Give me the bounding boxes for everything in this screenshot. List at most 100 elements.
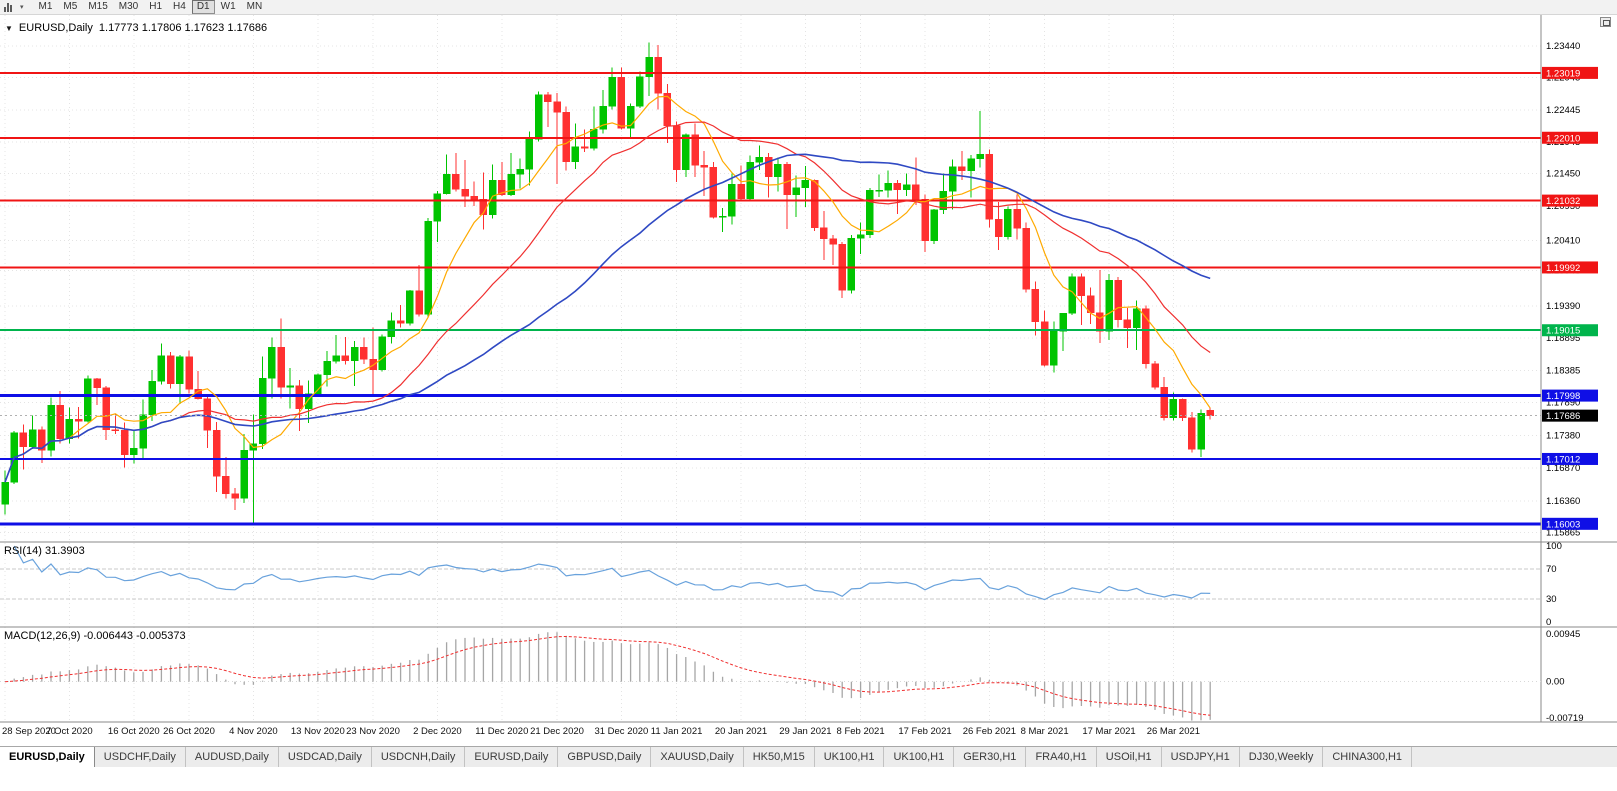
chart-tab-dj30-weekly[interactable]: DJ30,Weekly bbox=[1239, 747, 1324, 767]
svg-text:8 Mar 2021: 8 Mar 2021 bbox=[1021, 726, 1069, 737]
timeframe-button-h1[interactable]: H1 bbox=[149, 1, 163, 12]
macd-signal-line bbox=[4, 635, 1211, 716]
chart-tab-hk50-m15[interactable]: HK50,M15 bbox=[743, 747, 815, 767]
svg-text:7 Oct 2020: 7 Oct 2020 bbox=[46, 726, 92, 737]
svg-text:1.17012: 1.17012 bbox=[1546, 454, 1580, 465]
chart-tab-audusd-daily[interactable]: AUDUSD,Daily bbox=[185, 747, 279, 767]
horizontal-lines-layer[interactable] bbox=[0, 71, 1541, 526]
svg-text:0: 0 bbox=[1546, 617, 1551, 628]
svg-text:28 Sep 2020: 28 Sep 2020 bbox=[2, 726, 56, 737]
chart-tab-usdjpy-h1[interactable]: USDJPY,H1 bbox=[1161, 747, 1240, 767]
svg-text:1.21032: 1.21032 bbox=[1546, 196, 1580, 207]
timeframe-button-mn[interactable]: MN bbox=[246, 1, 263, 12]
rsi-line bbox=[13, 545, 1211, 601]
svg-text:2 Dec 2020: 2 Dec 2020 bbox=[413, 726, 462, 737]
timeframe-button-m5[interactable]: M5 bbox=[63, 1, 78, 12]
pane-separators bbox=[0, 15, 1617, 723]
svg-text:17 Mar 2021: 17 Mar 2021 bbox=[1082, 726, 1135, 737]
svg-text:1.17686: 1.17686 bbox=[1546, 411, 1580, 422]
chart-tab-china300-h1[interactable]: CHINA300,H1 bbox=[1323, 747, 1413, 767]
svg-text:1.17890: 1.17890 bbox=[1546, 398, 1580, 409]
svg-text:1.18895: 1.18895 bbox=[1546, 333, 1580, 344]
svg-text:1.18385: 1.18385 bbox=[1546, 366, 1580, 377]
svg-text:11 Jan 2021: 11 Jan 2021 bbox=[651, 726, 703, 737]
chart-tab-usdcnh-daily[interactable]: USDCNH,Daily bbox=[371, 747, 466, 767]
timeframe-button-d1[interactable]: D1 bbox=[191, 0, 215, 14]
rsi-pane: 100 70 30 0 RSI(14) 31.3903 bbox=[0, 541, 1562, 628]
macd-histogram bbox=[13, 632, 1211, 721]
chart-tab-gbpusd-daily[interactable]: GBPUSD,Daily bbox=[558, 747, 652, 767]
symbol-info: ▼ EURUSD,Daily 1.17773 1.17806 1.17623 1… bbox=[5, 22, 267, 34]
chart-tab-fra40-h1[interactable]: FRA40,H1 bbox=[1026, 747, 1097, 767]
timeframe-button-w1[interactable]: W1 bbox=[220, 1, 236, 12]
svg-text:1.17998: 1.17998 bbox=[1546, 391, 1580, 402]
candles-layer bbox=[1, 42, 1214, 523]
svg-text:1.22445: 1.22445 bbox=[1546, 105, 1580, 116]
chart-tab-eurusd-daily[interactable]: EURUSD,Daily bbox=[465, 747, 559, 767]
timeframe-button-m1[interactable]: M1 bbox=[38, 1, 53, 12]
svg-text:1.22010: 1.22010 bbox=[1546, 133, 1580, 144]
svg-text:21 Dec 2020: 21 Dec 2020 bbox=[530, 726, 584, 737]
svg-text:0.00: 0.00 bbox=[1546, 677, 1565, 688]
chart-symbol-icon: ▼ bbox=[5, 23, 13, 33]
dropdown-caret-icon[interactable]: ▾ bbox=[20, 3, 24, 11]
svg-text:1.23440: 1.23440 bbox=[1546, 41, 1580, 52]
symbol-ohlc: 1.17773 1.17806 1.17623 1.17686 bbox=[98, 22, 268, 34]
price-line-labels[interactable]: 1.23019 1.22010 1.21032 1.19992 1.19015 1.179… bbox=[1542, 66, 1598, 530]
grid-layer bbox=[0, 15, 1541, 722]
timeframe-buttons: M1 M5 M15 M30 H1 H4 D1 W1 MN bbox=[34, 0, 268, 14]
svg-text:23 Nov 2020: 23 Nov 2020 bbox=[346, 726, 400, 737]
chart-tab-usoil-h1[interactable]: USOil,H1 bbox=[1096, 747, 1162, 767]
svg-text:1.16360: 1.16360 bbox=[1546, 496, 1580, 507]
svg-text:1.19390: 1.19390 bbox=[1546, 301, 1580, 312]
svg-text:1.16003: 1.16003 bbox=[1546, 519, 1580, 530]
symbol-title: EURUSD,Daily bbox=[18, 22, 93, 34]
bottom-strip bbox=[0, 767, 1617, 791]
svg-text:11 Dec 2020: 11 Dec 2020 bbox=[475, 726, 528, 737]
svg-text:0.00945: 0.00945 bbox=[1546, 629, 1580, 640]
svg-text:1.20410: 1.20410 bbox=[1546, 236, 1580, 247]
svg-text:30: 30 bbox=[1546, 594, 1557, 605]
timeframe-button-m15[interactable]: M15 bbox=[88, 1, 108, 12]
chart-restore-button[interactable] bbox=[1600, 17, 1611, 27]
svg-text:8 Feb 2021: 8 Feb 2021 bbox=[837, 726, 885, 737]
svg-text:100: 100 bbox=[1546, 541, 1562, 552]
svg-text:13 Nov 2020: 13 Nov 2020 bbox=[291, 726, 345, 737]
macd-pane: 0.00945 0.00 -0.00719 MACD(12,26,9) -0.0064… bbox=[0, 629, 1584, 724]
timeframe-button-h4[interactable]: H4 bbox=[173, 1, 186, 12]
svg-text:1.19015: 1.19015 bbox=[1546, 326, 1580, 337]
svg-text:26 Feb 2021: 26 Feb 2021 bbox=[963, 726, 1016, 737]
timeframe-button-m30[interactable]: M30 bbox=[118, 1, 139, 12]
svg-text:17 Feb 2021: 17 Feb 2021 bbox=[898, 726, 951, 737]
chart-tab-usdcad-daily[interactable]: USDCAD,Daily bbox=[278, 747, 372, 767]
chart-tabbar: EURUSD,Daily USDCHF,Daily AUDUSD,Daily USDC… bbox=[0, 746, 1617, 767]
svg-text:4 Nov 2020: 4 Nov 2020 bbox=[229, 726, 278, 737]
chart-tab-uk100-h1[interactable]: UK100,H1 bbox=[884, 747, 955, 767]
svg-text:1.21450: 1.21450 bbox=[1546, 169, 1580, 180]
macd-header: MACD(12,26,9) -0.006443 -0.005373 bbox=[4, 630, 186, 642]
svg-text:29 Jan 2021: 29 Jan 2021 bbox=[779, 726, 831, 737]
svg-text:20 Jan 2021: 20 Jan 2021 bbox=[715, 726, 767, 737]
chart-window: 1.234401.229451.224451.219451.214501.209… bbox=[0, 15, 1617, 746]
timeframe-toolbar: ▾ M1 M5 M15 M30 H1 H4 D1 W1 MN bbox=[0, 0, 1617, 15]
chart-tab-eurusd-daily[interactable]: EURUSD,Daily bbox=[0, 747, 95, 767]
chart-tab-xauusd-daily[interactable]: XAUUSD,Daily bbox=[651, 747, 744, 767]
svg-text:1.17380: 1.17380 bbox=[1546, 430, 1580, 441]
chart-tab-uk100-h1[interactable]: UK100,H1 bbox=[814, 747, 885, 767]
chart-type-icon[interactable] bbox=[4, 2, 17, 12]
svg-text:70: 70 bbox=[1546, 564, 1557, 575]
svg-text:31 Dec 2020: 31 Dec 2020 bbox=[594, 726, 648, 737]
svg-text:16 Oct 2020: 16 Oct 2020 bbox=[108, 726, 160, 737]
svg-text:26 Mar 2021: 26 Mar 2021 bbox=[1147, 726, 1200, 737]
chart-tab-ger30-h1[interactable]: GER30,H1 bbox=[954, 747, 1027, 767]
svg-text:1.16870: 1.16870 bbox=[1546, 463, 1580, 474]
svg-text:1.23019: 1.23019 bbox=[1546, 68, 1580, 79]
svg-text:1.19992: 1.19992 bbox=[1546, 263, 1580, 274]
rsi-header: RSI(14) 31.3903 bbox=[4, 545, 85, 557]
chart-tab-usdchf-daily[interactable]: USDCHF,Daily bbox=[94, 747, 186, 767]
svg-text:1.15865: 1.15865 bbox=[1546, 528, 1580, 539]
svg-text:26 Oct 2020: 26 Oct 2020 bbox=[163, 726, 215, 737]
svg-text:-0.00719: -0.00719 bbox=[1546, 713, 1584, 724]
price-chart[interactable]: 1.234401.229451.224451.219451.214501.209… bbox=[0, 15, 1617, 746]
